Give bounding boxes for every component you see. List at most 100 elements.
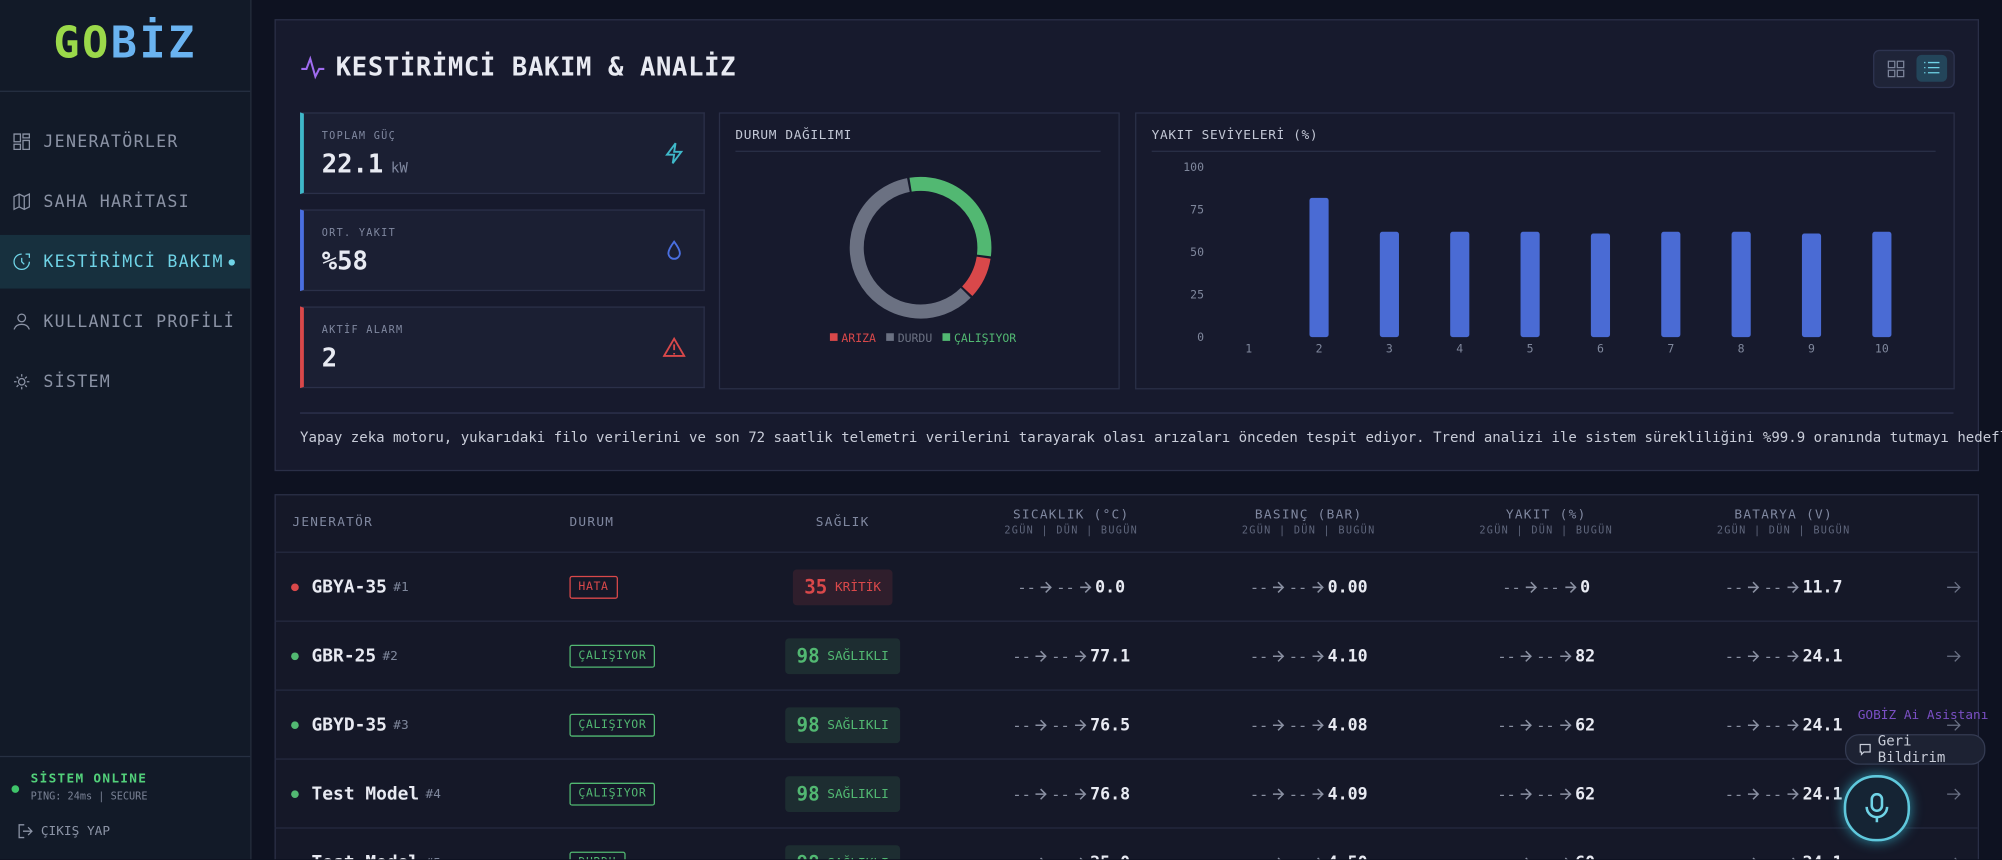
nav-item[interactable]: SİSTEM [0, 355, 250, 409]
generator-name: Test Model [311, 783, 420, 805]
online-dot [11, 785, 20, 793]
row-arrow [1947, 581, 1961, 593]
icon-path [1273, 650, 1285, 662]
trend-2days: -- [1249, 578, 1269, 597]
icon-path [1559, 788, 1572, 800]
column-header: BASINÇ (BAR) 2GÜN | DÜN | BUGÜN [1207, 508, 1411, 536]
arrow-icon [1520, 650, 1533, 662]
column-label: BASINÇ (BAR) [1254, 508, 1363, 523]
health-score: 35 [804, 575, 828, 599]
trend-today: 62 [1575, 715, 1596, 735]
arrow-icon [1748, 788, 1760, 800]
trend-cell: -- -- 62 [1431, 760, 1661, 829]
trend-today: 77.1 [1090, 646, 1131, 666]
icon-path [1564, 857, 1568, 860]
column-label: YAKIT (%) [1505, 508, 1587, 523]
icon-path [1312, 788, 1324, 800]
nav-item[interactable]: SAHA HARİTASI [0, 175, 250, 229]
bar [1661, 231, 1681, 338]
divider [0, 90, 251, 92]
mic-button[interactable] [1843, 775, 1911, 842]
icon-path [13, 133, 31, 151]
nav-item[interactable]: JENERATÖRLER [0, 115, 250, 169]
icon-path [1074, 788, 1087, 800]
arrow-icon [1748, 650, 1760, 662]
health-badge: 98 SAĞLIKLI [785, 638, 901, 675]
nav-icon [13, 313, 30, 330]
status-chart-panel: DURUM DAĞILIMI ARIZA DURDU ÇALIŞIYOR [718, 112, 1120, 390]
arrow-icon [1748, 719, 1760, 731]
icon-path [13, 193, 31, 211]
icon-path [1273, 581, 1285, 593]
feedback-button[interactable]: Geri Bildirim [1844, 733, 1986, 766]
grid-view-button[interactable] [1887, 60, 1905, 78]
kpi-icon [662, 336, 686, 357]
icon-path [1277, 857, 1281, 860]
arrow-icon [1559, 788, 1572, 800]
table-row[interactable]: Test Model #5 DURDU 98 SAĞLIKLI -- -- 25.0 -- -- 4… [274, 827, 1978, 860]
mic-icon [1865, 792, 1889, 823]
divider [735, 150, 1101, 152]
icon-path [1559, 719, 1572, 731]
arrow-icon [1559, 650, 1572, 662]
divider [0, 755, 251, 758]
kpi-label: ORT. YAKIT [321, 227, 397, 239]
y-tick-label: 0 [1197, 330, 1204, 344]
divider [300, 412, 1954, 414]
trend-yesterday: -- [1536, 785, 1555, 804]
trend-yesterday: -- [1288, 716, 1308, 735]
table-row[interactable]: GBYD-35 #3 ÇALIŞIYOR 98 SAĞLIKLI -- -- 76.5 -- --… [274, 689, 1978, 760]
logo-go: GO [53, 17, 111, 69]
trend-2days: -- [1497, 785, 1516, 804]
trend-cell: -- -- 76.8 [956, 760, 1186, 829]
trend-yesterday: -- [1536, 854, 1554, 859]
bar [1801, 233, 1822, 338]
trend-yesterday: -- [1289, 854, 1307, 859]
row-arrow [1954, 857, 1957, 860]
list-view-button[interactable] [1916, 54, 1948, 82]
trend-2days: -- [1012, 716, 1031, 735]
kpi-card: ORT. YAKIT %58 [300, 209, 705, 292]
trend-2days: -- [1502, 578, 1521, 597]
legend-swatch [829, 333, 838, 341]
logo: GOBİZ [0, 18, 250, 69]
bar [1379, 231, 1399, 338]
bar [1872, 231, 1892, 338]
nav-item[interactable]: KULLANICI PROFİLİ [0, 295, 250, 349]
trend-today: 62 [1575, 784, 1596, 804]
generator-cell: Test Model #4 [291, 760, 441, 829]
arrow-icon [1559, 719, 1572, 731]
bar [1590, 233, 1611, 338]
trend-2days: -- [1497, 647, 1516, 666]
logout[interactable]: ÇIKIŞ YAP [18, 824, 110, 839]
generator-id: #4 [425, 787, 441, 802]
status: SİSTEM ONLINE [30, 772, 148, 787]
status-cell: DURDU [569, 829, 626, 860]
arrow-icon [1525, 857, 1529, 860]
table-row[interactable]: GBYA-35 #1 HATA 35 KRİTİK -- -- 0.0 -- -- 0.00 -- --… [274, 551, 1978, 622]
generator-name: GBYD-35 [311, 715, 387, 736]
arrow-icon [1079, 857, 1083, 860]
trend-yesterday: -- [1763, 716, 1783, 735]
legend-label: ARIZA [841, 331, 876, 345]
trend-2days: -- [1012, 647, 1031, 666]
donut-segment [849, 178, 971, 319]
trend-today: 0 [1580, 577, 1591, 597]
nav-item[interactable]: KESTİRİMCİ BAKIM [0, 234, 251, 289]
health-badge: 35 KRİTİK [792, 569, 893, 606]
kpi-number: 2 [321, 342, 338, 373]
arrow-icon [1748, 581, 1760, 593]
status-badge: DURDU [569, 851, 626, 860]
health-label: SAĞLIKLI [827, 649, 889, 664]
arrow-icon [1564, 581, 1577, 593]
arrow-icon [1273, 788, 1285, 800]
column-header: BATARYA (V) 2GÜN | DÜN | BUGÜN [1682, 508, 1886, 536]
trend-2days: -- [1250, 854, 1268, 859]
status-badge: ÇALIŞIYOR [569, 644, 656, 668]
column-header: DURUM [569, 516, 614, 530]
trend-yesterday: -- [1288, 785, 1308, 804]
x-tick-label: 10 [1875, 341, 1889, 355]
table-row[interactable]: Test Model #4 ÇALIŞIYOR 98 SAĞLIKLI -- -- 76.8-… [274, 758, 1978, 829]
trend-cell: -- -- 62 [1431, 691, 1661, 760]
table-row[interactable]: GBR-25 #2 ÇALIŞIYOR 98 SAĞLIKLI -- -- 77.1 -- -- 4… [274, 620, 1978, 691]
